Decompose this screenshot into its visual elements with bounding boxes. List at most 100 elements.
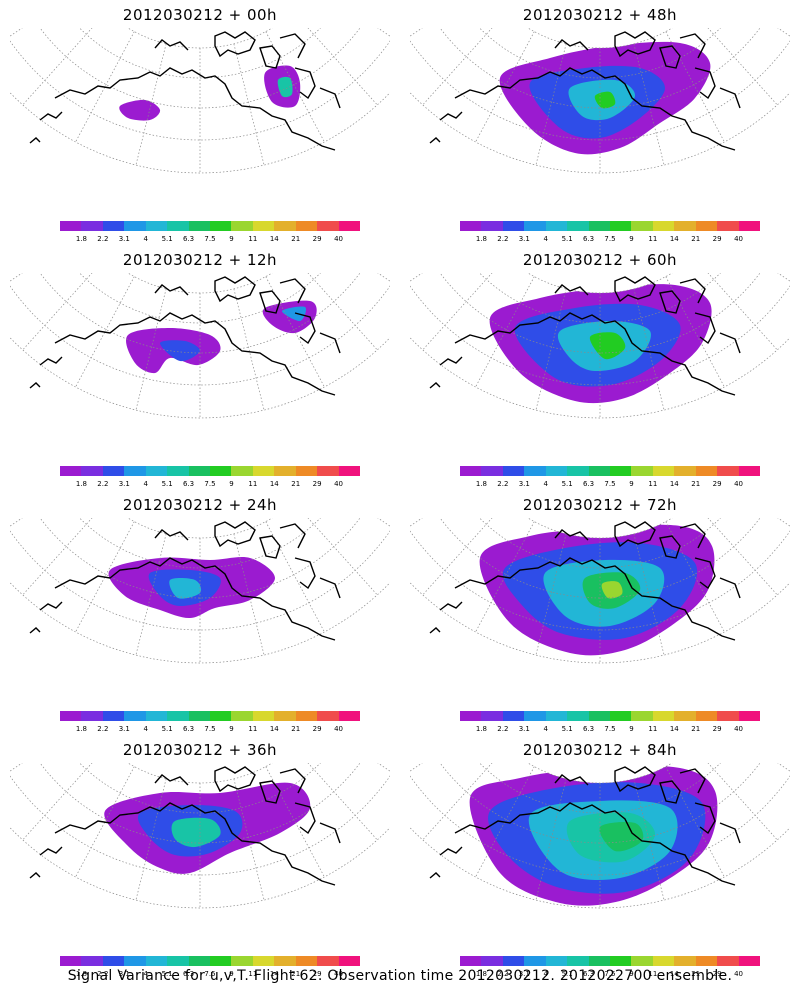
colorbar-swatch	[210, 221, 232, 231]
panel-title: 2012030212 + 12h	[122, 251, 278, 269]
colorbar-tick-label: 2.2	[97, 235, 109, 243]
colorbar-labels: 1.8 2.2 3.1 4 5.1 6.3 7.5 9 11 14 21 29 40	[460, 235, 760, 245]
colorbar-tick-label: 2.2	[497, 725, 509, 733]
variance-field	[104, 782, 311, 874]
latitude-line	[10, 582, 390, 664]
polar-map	[10, 763, 390, 909]
colorbar-tick-label: 29	[312, 235, 322, 243]
latitude-line	[39, 763, 361, 844]
colorbar-swatch	[481, 466, 504, 476]
colorbar-swatch	[738, 711, 761, 721]
colorbar	[460, 221, 761, 233]
colorbar-tick-label: 9	[629, 480, 634, 488]
colorbar-swatch	[145, 711, 168, 721]
polar-map	[410, 273, 790, 419]
longitude-line	[10, 763, 23, 772]
variance-field	[499, 41, 711, 155]
colorbar-labels: 1.8 2.2 3.1 4 5.1 6.3 7.5 9 11 14 21 29 40	[60, 725, 360, 735]
colorbar-tick-label: 5.1	[561, 480, 573, 488]
colorbar-tick-label: 1.8	[475, 970, 487, 978]
colorbar-tick-label: 9	[229, 480, 234, 488]
colorbar-tick-label: 6.3	[182, 235, 195, 243]
colorbar-tick-label: 7.5	[204, 480, 216, 488]
colorbar-swatch	[102, 711, 125, 721]
colorbar-tick-label: 14	[269, 480, 279, 488]
colorbar-tick-label: 5.1	[161, 970, 173, 978]
colorbar-tick-label: 29	[712, 235, 722, 243]
colorbar-tick-label: 40	[734, 235, 744, 243]
latitude-line	[79, 28, 321, 79]
polar-map	[410, 28, 790, 174]
longitude-line	[410, 273, 423, 282]
longitude-line	[777, 273, 790, 282]
contour-region	[159, 340, 201, 362]
colorbar-tick-label: 6.3	[182, 725, 195, 733]
colorbar-tick-label: 7.5	[604, 480, 616, 488]
longitude-line	[10, 273, 23, 282]
colorbar-tick-label: 29	[312, 725, 322, 733]
colorbar	[60, 221, 361, 233]
coastline	[29, 31, 341, 151]
contour-region	[169, 578, 202, 599]
forecast-panel: 2012030212 + 12h 1.8 2.2 3.1 4 5.1 6.3 7.5 9 11 14…	[0, 245, 400, 490]
colorbar-tick-label: 3.1	[118, 235, 130, 243]
colorbar-swatch	[210, 956, 232, 966]
colorbar-swatch	[738, 221, 761, 231]
longitude-line	[10, 518, 23, 527]
colorbar-tick-label: 2.2	[97, 725, 109, 733]
lat-lon-grid	[410, 518, 790, 664]
colorbar-swatch	[631, 221, 654, 231]
colorbar-swatch	[674, 466, 697, 476]
colorbar-swatch	[167, 956, 190, 966]
colorbar-swatch	[481, 711, 504, 721]
colorbar-swatch	[717, 466, 740, 476]
colorbar-tick-label: 14	[669, 480, 679, 488]
contour-region	[281, 306, 307, 322]
latitude-line	[10, 40, 390, 141]
lat-lon-grid	[10, 763, 390, 909]
latitude-line	[479, 763, 721, 814]
coastline	[29, 276, 341, 396]
colorbar-tick-label: 4	[543, 480, 548, 488]
contour-region	[601, 581, 623, 599]
colorbar-tick-label: 21	[291, 235, 301, 243]
colorbar-tick-label: 14	[269, 235, 279, 243]
variance-field	[469, 765, 718, 906]
panel-title: 2012030212 + 36h	[122, 741, 278, 759]
colorbar-tick-label: 5.1	[561, 235, 573, 243]
colorbar-swatch	[317, 221, 340, 231]
colorbar	[60, 466, 361, 478]
colorbar-swatch	[567, 711, 590, 721]
colorbar-tick-label: 21	[291, 970, 301, 978]
colorbar-swatch	[460, 956, 482, 966]
colorbar-swatch	[188, 711, 211, 721]
colorbar-tick-label: 2.2	[497, 235, 509, 243]
colorbar-tick-label: 5.1	[161, 480, 173, 488]
colorbar-swatch	[695, 956, 718, 966]
colorbar-swatch	[338, 221, 361, 231]
colorbar-swatch	[124, 466, 147, 476]
longitude-line	[777, 518, 790, 527]
latitude-line	[39, 273, 361, 354]
colorbar-tick-label: 2.2	[497, 970, 509, 978]
colorbar-tick-label: 4	[143, 970, 148, 978]
latitude-line	[10, 92, 390, 174]
colorbar-swatch	[252, 466, 275, 476]
colorbar-swatch	[102, 221, 125, 231]
colorbar-swatch	[338, 466, 361, 476]
colorbar-tick-label: 7.5	[604, 970, 616, 978]
latitude-line	[410, 827, 790, 909]
coastline	[429, 276, 741, 396]
colorbar-tick-label: 11	[648, 480, 658, 488]
colorbar-tick-label: 11	[648, 235, 658, 243]
colorbar-swatch	[502, 711, 525, 721]
polar-map	[10, 518, 390, 664]
colorbar-tick-label: 1.8	[475, 725, 487, 733]
panel-title: 2012030212 + 72h	[522, 496, 678, 514]
colorbar	[60, 711, 361, 723]
panel-title: 2012030212 + 84h	[522, 741, 678, 759]
colorbar	[60, 956, 361, 968]
colorbar-tick-label: 3.1	[518, 725, 530, 733]
colorbar-swatch	[610, 711, 632, 721]
colorbar-swatch	[252, 711, 275, 721]
